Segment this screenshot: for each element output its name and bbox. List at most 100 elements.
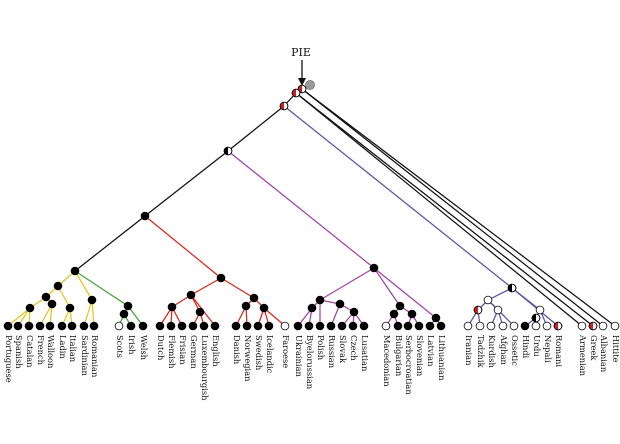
leaf-label-italian: Italian [68,335,78,363]
tree-branch [373,267,437,319]
node-irn3 [493,305,503,315]
leaf-node-flemish [166,321,176,331]
leaf-node-irish [126,321,136,331]
leaf-node-bulgarian [393,321,403,331]
leaf-node-albanian [598,321,608,331]
node-sl2 [307,303,317,313]
leaf-label-armenian: Armenian [578,334,588,377]
leaf-label-serbocroatian: Serbocroatian [404,335,414,395]
leaf-label-frisian: Frisian [178,335,188,365]
leaf-node-welsh [138,321,148,331]
tree-branch [7,307,31,327]
leaf-node-macedonian [381,321,391,331]
tree-branch [227,105,285,152]
leaf-node-walloon [45,321,55,331]
leaf-node-french [35,321,45,331]
tree-branch [511,287,559,327]
node-gae [119,309,129,319]
leaf-label-bulgarian: Bulgarian [394,335,404,377]
leaf-node-german [188,321,198,331]
node-it2 [41,292,51,302]
node-b [223,146,233,156]
leaf-node-slovenian [414,321,424,331]
leaf-label-welsh: Welsh [139,335,149,361]
leaf-label-scots: Scots [115,335,125,358]
tree-branch [487,287,513,301]
leaf-label-french: French [36,335,46,366]
leaf-node-luxembourgish [199,321,209,331]
leaf-label-urdu: Urdu [532,335,542,357]
leaf-node-frisian [177,321,187,331]
leaf-node-dutch [155,321,165,331]
leaf-label-romani: Romani [554,335,564,367]
leaf-node-tadzhik [475,321,485,331]
leaf-label-russian: Russian [327,335,337,369]
tree-branch [144,150,229,217]
leaf-label-greek: Greek [589,335,599,361]
leaf-node-hindi [520,321,530,331]
leaf-label-flemish: Flemish [167,335,177,369]
leaf-node-hittite [610,321,620,331]
node-it5 [65,303,75,313]
leaf-label-english: English [211,335,221,367]
tree-branch [74,270,129,307]
tree-branch [190,277,222,296]
leaf-label-lusatian: Lusatian [360,335,370,372]
leaf-node-romani [553,321,563,331]
node-ss [395,301,405,311]
leaf-label-icelandic: Icelandic [265,335,275,374]
node-irn2 [473,305,483,315]
node-sl [315,295,325,305]
leaf-node-sardinian [79,321,89,331]
node-it1 [53,281,63,291]
leaf-node-catalan [24,321,34,331]
leaf-node-danish [231,321,241,331]
leaf-node-portuguese [3,321,13,331]
leaf-node-polish [315,321,325,331]
leaf-node-lithuanian [436,321,446,331]
leaf-label-sardinian: Sardinian [80,335,90,377]
tree-nodes [3,80,620,331]
leaf-node-swedish [253,321,263,331]
leaf-label-irish: Irish [127,335,137,355]
node-irn [483,295,493,305]
node-ng2 [241,301,251,311]
tree-branches [7,88,616,327]
leaf-node-scots [114,321,124,331]
leaf-label-tadzhik: Tadzhik [476,335,486,369]
leaf-node-russian [326,321,336,331]
node-itc [70,266,80,276]
tree-branch [283,105,513,289]
leaf-label-iranian: Iranian [464,335,474,366]
tree-branch [295,92,594,327]
leaf-node-ladin [57,321,67,331]
leaf-node-kurdish [486,321,496,331]
node-it4 [47,299,57,309]
tree-branch [295,92,583,327]
node-wg3 [195,307,205,317]
leaf-label-macedonian: Macedonian [382,335,392,387]
leaf-label-slovak: Slovak [338,335,348,364]
node-ng3 [259,303,269,313]
node-bs [369,263,379,273]
leaf-node-english [210,321,220,331]
leaf-label-albanian: Albanian [599,334,609,373]
leaf-node-ukrainian [293,321,303,331]
tree-branch [74,270,93,301]
leaf-node-iranian [463,321,473,331]
leaf-node-romanian [89,321,99,331]
node-c [140,211,150,221]
root-marker: PIE [291,46,311,86]
leaf-label-luxembourgish: Luxembourgish [200,335,210,401]
leaf-node-icelandic [264,321,274,331]
tree-branch [220,277,255,299]
node-it3 [25,303,35,313]
leaf-node-lusatian [359,321,369,331]
leaf-label-ukrainian: Ukrainian [294,335,304,378]
node-p2 [291,88,301,98]
root-arrow-head [298,78,306,86]
node-sl3 [335,299,345,309]
leaf-labels: Portuguese Spanish Catalan French Walloon Lad… [4,334,620,401]
leaf-label-byelorussian: Byelorussian [305,335,315,390]
